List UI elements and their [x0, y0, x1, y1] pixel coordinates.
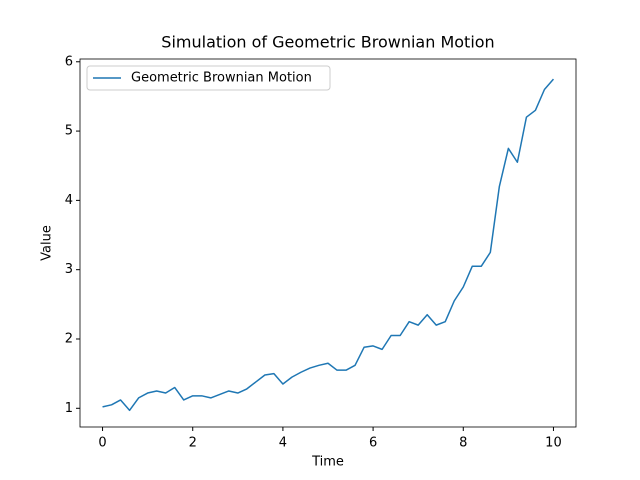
- x-tick-label: 0: [98, 436, 106, 451]
- x-tick-label: 6: [369, 436, 377, 451]
- y-tick-label: 6: [65, 54, 73, 69]
- x-tick-label: 4: [279, 436, 287, 451]
- chart-title: Simulation of Geometric Brownian Motion: [161, 33, 494, 52]
- x-tick-label: 10: [545, 436, 562, 451]
- x-tick-label: 2: [189, 436, 197, 451]
- y-axis-label: Value: [40, 225, 55, 261]
- line-series: [102, 78, 555, 412]
- legend-box: [86, 65, 331, 91]
- y-tick-label: 1: [65, 401, 73, 416]
- plot-frame: [79, 58, 577, 428]
- y-tick-label: 3: [65, 262, 73, 277]
- y-tick-label: 2: [65, 331, 73, 346]
- x-axis-label: Time: [311, 455, 344, 470]
- legend: Geometric Brownian Motion: [86, 65, 331, 91]
- x-tick-label: 8: [459, 436, 467, 451]
- legend-label: Geometric Brownian Motion: [131, 71, 312, 86]
- y-tick-label: 5: [65, 124, 73, 139]
- y-tick-label: 4: [65, 193, 73, 208]
